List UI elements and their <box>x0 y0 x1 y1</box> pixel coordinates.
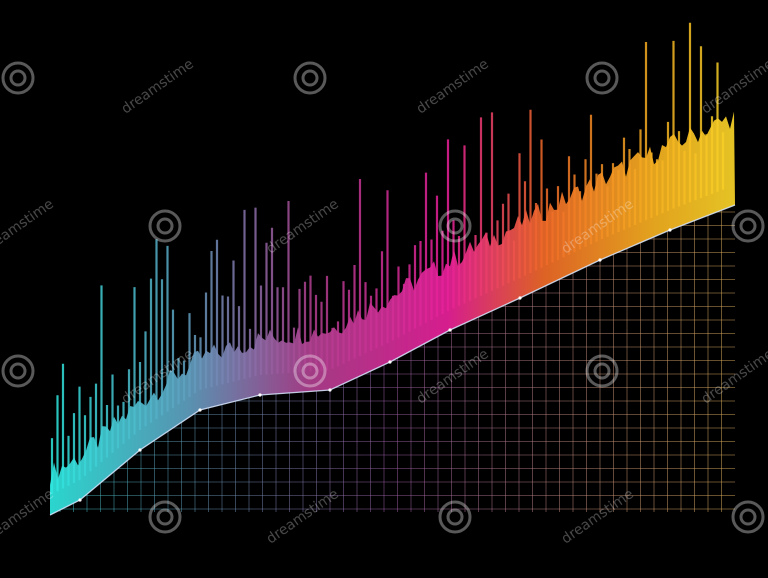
watermark-icon <box>9 69 27 87</box>
trend-dot <box>668 228 672 232</box>
watermark-icon <box>585 354 619 388</box>
watermark-icon <box>156 508 174 526</box>
trend-line <box>49 204 736 516</box>
watermark-icon <box>731 209 765 243</box>
watermark-icon <box>301 362 319 380</box>
trend-dot <box>518 296 522 300</box>
watermark-icon <box>148 209 182 243</box>
trend-dot <box>598 258 602 262</box>
watermark-icon <box>148 500 182 534</box>
watermark-icon <box>9 362 27 380</box>
watermark-icon <box>1 61 35 95</box>
trend-dots <box>78 228 672 502</box>
trend-dot <box>198 408 202 412</box>
watermark-icon <box>293 354 327 388</box>
watermark-icon <box>1 354 35 388</box>
trend-dot <box>448 328 452 332</box>
trend-dot <box>258 393 262 397</box>
watermark-icon <box>301 69 319 87</box>
watermark-icon <box>446 508 464 526</box>
watermark-icon <box>739 217 757 235</box>
watermark-icon <box>593 69 611 87</box>
watermark-icon <box>593 362 611 380</box>
watermark-icon <box>156 217 174 235</box>
watermark-icon <box>438 209 472 243</box>
watermark-icon <box>739 508 757 526</box>
watermark-icon <box>446 217 464 235</box>
watermark-icon <box>438 500 472 534</box>
trend-dot <box>328 388 332 392</box>
trend-dot <box>78 498 82 502</box>
watermark-icon <box>293 61 327 95</box>
glow-area <box>50 111 735 515</box>
watermark-icon <box>731 500 765 534</box>
trend-dot <box>138 448 142 452</box>
trend-dot <box>388 360 392 364</box>
watermark-icon <box>585 61 619 95</box>
